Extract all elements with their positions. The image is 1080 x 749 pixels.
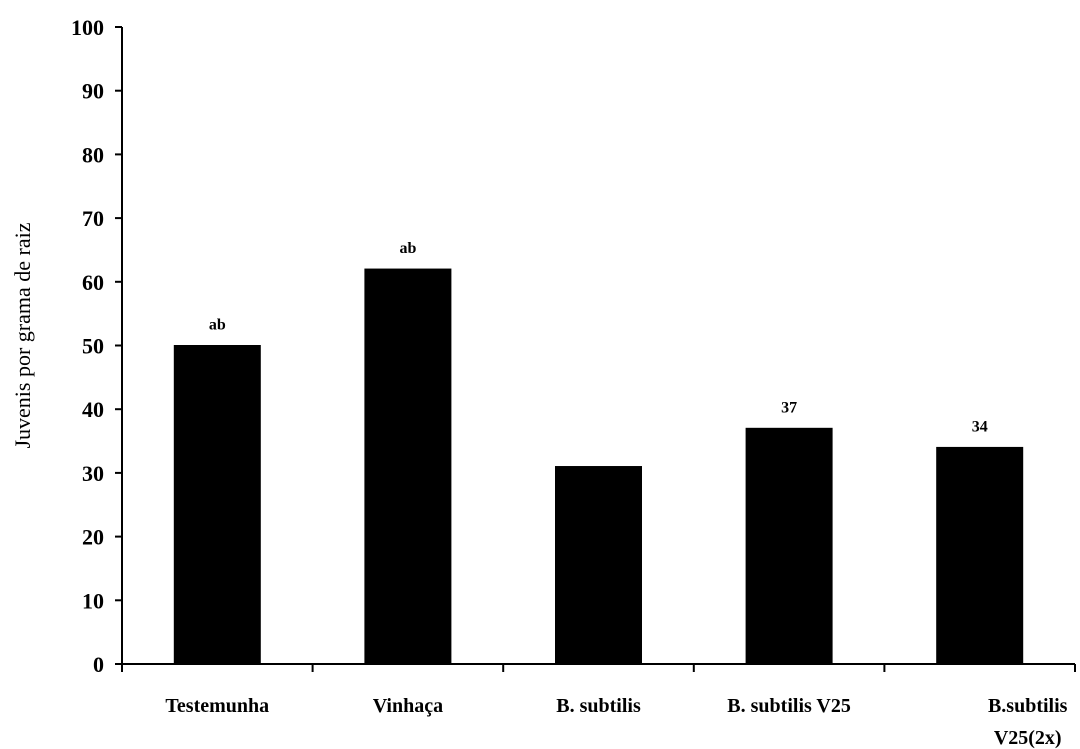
y-tick-label: 10 [82, 588, 104, 613]
bar-data-label: 34 [972, 418, 988, 435]
x-category-label: B. subtilis V25 [727, 695, 851, 717]
bar-data-label: 37 [781, 399, 797, 416]
y-tick-label: 20 [82, 525, 104, 550]
y-tick-label: 90 [82, 79, 104, 104]
bar [745, 427, 833, 665]
bar [173, 345, 261, 665]
axes [115, 26, 1076, 672]
bar-data-label: ab [209, 317, 226, 334]
x-category-label: Testemunha [165, 695, 269, 717]
y-axis-title: Juvenis por grama de raiz [10, 222, 35, 448]
y-tick-label: 80 [82, 142, 104, 167]
y-tick-label: 0 [93, 652, 104, 677]
y-tick-label: 40 [82, 397, 104, 422]
labels: 0 10 20 30 40 50 60 70 80 90 100 ab Testemunha ab Vinh… [71, 15, 1068, 749]
y-tick-label: 30 [82, 461, 104, 486]
bar [555, 466, 642, 665]
bars [173, 268, 1024, 665]
y-axis-title-group: Juvenis por grama de raiz [10, 222, 35, 448]
bar-data-label: ab [399, 240, 416, 257]
x-category-label: B.subtilis [988, 695, 1068, 717]
bar [936, 446, 1024, 665]
y-tick-label: 70 [82, 206, 104, 231]
x-category-label: V25(2x) [994, 727, 1062, 749]
bar [364, 268, 452, 665]
y-tick-label: 100 [71, 15, 104, 40]
y-tick-label: 50 [82, 334, 104, 359]
y-tick-label: 60 [82, 270, 104, 295]
x-category-label: Vinhaça [373, 695, 443, 717]
x-category-label: B. subtilis [556, 695, 641, 717]
